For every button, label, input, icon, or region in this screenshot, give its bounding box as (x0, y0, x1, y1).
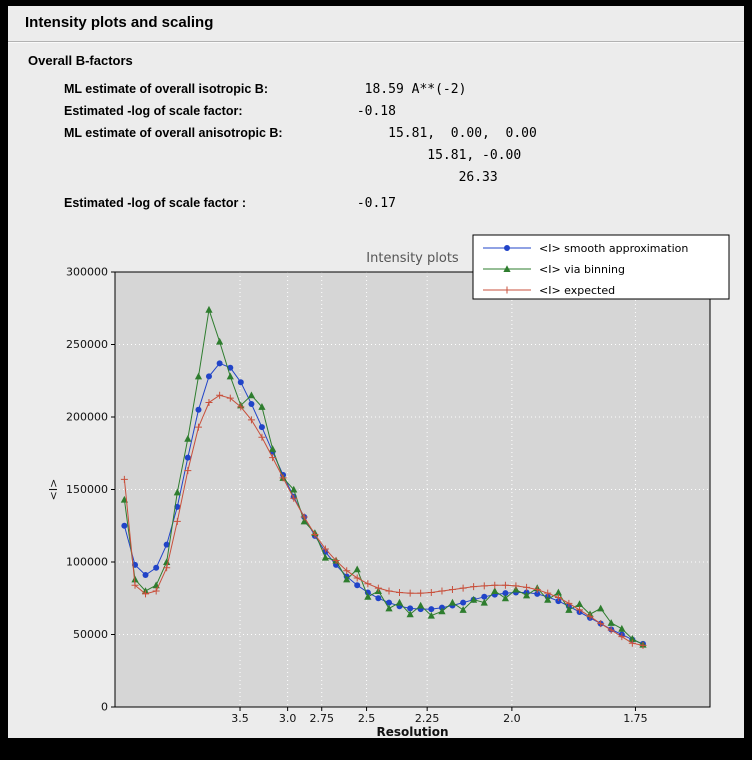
bfactor-label: Estimated -log of scale factor : (64, 196, 246, 210)
intensity-chart: 0 50000 100000 150000 200000 250000 300000 3.5 3… (47, 234, 730, 738)
bfactor-value: 18.59 A**(-2) (349, 82, 467, 97)
bfactor-label: Estimated -log of scale factor: (64, 104, 243, 118)
bfactor-value: -0.18 (349, 104, 396, 119)
bfactor-row-anisotropic-3: 26.33 (64, 170, 724, 192)
bfactor-row-scale-factor-2: Estimated -log of scale factor : -0.17 (64, 196, 724, 218)
svg-text:<I> via binning: <I> via binning (539, 263, 625, 276)
bfactor-value: 26.33 (349, 170, 498, 185)
bfactor-row-anisotropic-1: ML estimate of overall anisotropic B: 15… (64, 126, 724, 148)
svg-text:Resolution: Resolution (376, 725, 448, 738)
svg-text:<I> expected: <I> expected (539, 284, 615, 297)
svg-text:2.75: 2.75 (309, 712, 334, 725)
bfactor-row-isotropic: ML estimate of overall isotropic B: 18.5… (64, 82, 724, 104)
svg-text:150000: 150000 (66, 483, 108, 496)
svg-text:250000: 250000 (66, 338, 108, 351)
bfactor-value: 15.81, 0.00, 0.00 (349, 126, 537, 141)
svg-text:100000: 100000 (66, 556, 108, 569)
svg-text:<I> smooth approximation: <I> smooth approximation (539, 242, 688, 255)
bfactor-label: ML estimate of overall anisotropic B: (64, 126, 283, 140)
title-separator (8, 41, 744, 42)
bfactor-row-anisotropic-2: 15.81, -0.00 (64, 148, 724, 170)
bfactor-value: 15.81, -0.00 (349, 148, 522, 163)
svg-text:3.0: 3.0 (279, 712, 297, 725)
svg-text:<I>: <I> (47, 479, 60, 501)
svg-text:2.25: 2.25 (415, 712, 440, 725)
svg-text:Intensity plots: Intensity plots (366, 251, 459, 266)
section-title-overall-b-factors: Overall B-factors (28, 53, 133, 68)
svg-text:1.75: 1.75 (623, 712, 648, 725)
svg-text:200000: 200000 (66, 411, 108, 424)
svg-text:50000: 50000 (73, 628, 108, 641)
bfactor-row-scale-factor: Estimated -log of scale factor: -0.18 (64, 104, 724, 126)
svg-text:2.5: 2.5 (358, 712, 376, 725)
svg-text:2.0: 2.0 (503, 712, 521, 725)
intensity-plots-panel: Intensity plots and scaling Overall B-fa… (8, 6, 744, 738)
svg-text:300000: 300000 (66, 266, 108, 279)
bfactor-value: -0.17 (349, 196, 396, 211)
svg-text:0: 0 (101, 701, 108, 714)
bfactor-label: ML estimate of overall isotropic B: (64, 82, 268, 96)
page-title: Intensity plots and scaling (25, 14, 214, 31)
svg-text:3.5: 3.5 (231, 712, 249, 725)
